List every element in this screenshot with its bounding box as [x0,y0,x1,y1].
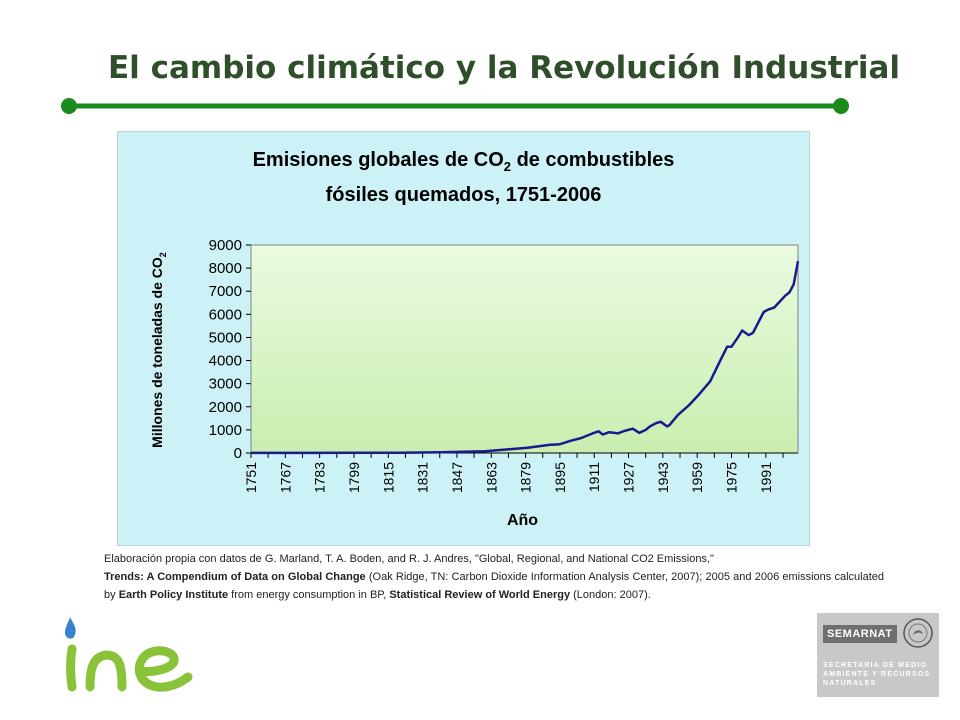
x-tick-label: 1911 [586,462,602,492]
x-tick-label: 1895 [552,462,568,493]
mexico-seal-icon [903,618,933,648]
source-trends-title: Trends: A Compendium of Data on Global C… [104,571,366,583]
co2-emissions-line [251,260,800,455]
source-epi-rest: from energy consumption in BP, [228,589,390,601]
y-tick-label: 5000 [209,329,242,346]
y-tick-label: 1000 [209,422,242,439]
x-tick-label: 1767 [277,462,293,493]
y-tick-label: 7000 [209,283,242,300]
chart-title-line1-pre: Emisiones globales de CO [252,149,504,171]
x-axis-label: Año [507,512,538,529]
x-tick-label: 1863 [483,462,499,493]
y-tick-label: 6000 [209,306,242,323]
underline-right-dot [833,98,849,114]
chart-title-line1-post: de combustibles [511,149,675,171]
source-bp-title: Statistical Review of World Energy [389,589,571,601]
semarnat-logo: SEMARNAT SECRETARÍA DE MEDIO AMBIENTE Y … [817,613,939,697]
y-axis-label-subscript: 2 [157,252,168,258]
y-tick-label: 3000 [209,376,242,393]
underline-left-dot [61,98,77,114]
title-underline [61,98,849,114]
y-tick-label: 8000 [209,260,242,277]
x-tick-label: 1991 [758,462,774,493]
plot-area [250,244,799,454]
y-axis-label: Millones de toneladas de CO2 [148,220,172,480]
source-line1: Elaboración propia con datos de G. Marla… [104,553,714,565]
source-note: Elaboración propia con datos de G. Marla… [104,550,884,604]
slide-title: El cambio climático y la Revolución Indu… [108,50,901,86]
x-tick-label: 1975 [724,462,740,493]
x-tick-label: 1751 [243,462,259,493]
y-tick-label: 2000 [209,399,242,416]
source-epi: Earth Policy Institute [118,589,229,601]
ine-drop-icon [64,617,76,639]
y-axis-label-main: Millones de toneladas de CO [149,257,166,448]
source-bp-rest: (London: 2007). [570,589,651,601]
source-trends-rest: (Oak Ridge, TN: Carbon Dioxide Informati… [104,571,884,601]
chart-title: Emisiones globales de CO2 de combustible… [117,146,810,209]
x-tick-label: 1879 [518,462,534,493]
x-tick-label: 1831 [415,462,431,493]
x-tick-label: 1927 [621,462,637,493]
x-tick-label: 1783 [312,462,328,493]
x-tick-label: 1943 [655,462,671,493]
semarnat-subtitle: SECRETARÍA DE MEDIO AMBIENTE Y RECURSOS … [823,662,931,687]
x-tick-label: 1799 [346,462,362,493]
ine-logo: ine [60,615,193,692]
chart-title-subscript: 2 [503,159,512,174]
x-tick-label: 1959 [689,462,705,493]
x-tick-label: 1815 [380,462,396,493]
y-tick-label: 4000 [209,353,242,370]
ine-logo-text: ine [60,615,81,619]
x-tick-label: 1847 [449,462,465,493]
y-tick-label: 0 [234,445,242,462]
y-tick-label: 9000 [209,237,242,254]
semarnat-name: SEMARNAT [823,625,897,643]
chart-title-line2: fósiles quemados, 1751-2006 [325,184,602,206]
